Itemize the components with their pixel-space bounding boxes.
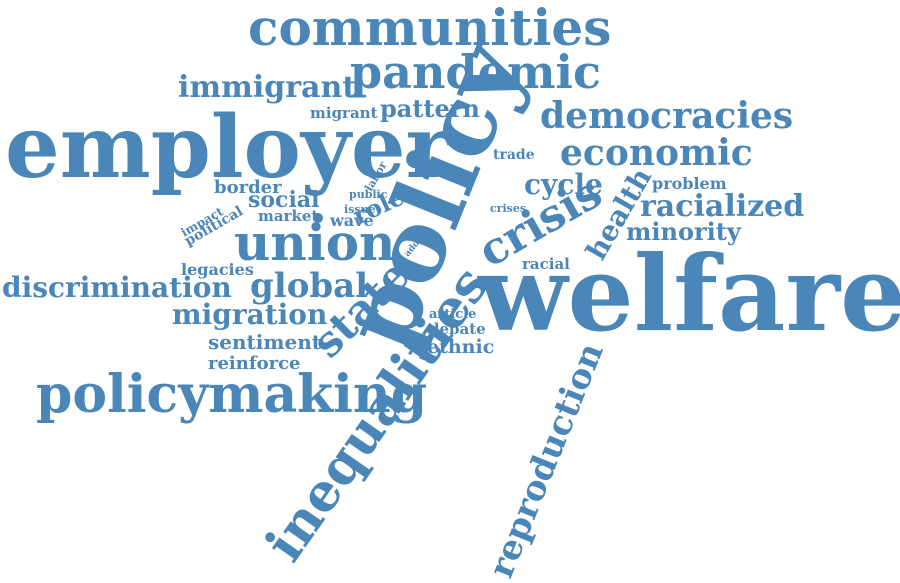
word-minority: minority bbox=[626, 217, 742, 246]
word-migrant: migrant bbox=[310, 104, 378, 122]
word-policymaking: policymaking bbox=[36, 364, 427, 425]
word-migration: migration bbox=[172, 298, 327, 331]
word-crises: crises bbox=[490, 202, 526, 215]
dot-mark bbox=[313, 213, 323, 223]
word-sentiment: sentiment bbox=[208, 330, 322, 354]
word-reinforce: reinforce bbox=[208, 353, 301, 374]
word-global: global bbox=[250, 266, 368, 306]
word-pandemic: pandemic bbox=[350, 45, 601, 99]
word-racial: racial bbox=[522, 255, 570, 273]
word-market: market bbox=[258, 207, 318, 225]
word-social: social bbox=[248, 187, 319, 213]
word-cycle: cycle bbox=[524, 168, 603, 201]
word-union: union bbox=[234, 213, 395, 272]
word-pattern: pattern bbox=[380, 94, 480, 123]
word-immigrant: immigrant bbox=[178, 70, 356, 105]
word-legacies: legacies bbox=[181, 260, 254, 279]
word-economic: economic bbox=[560, 132, 753, 174]
word-debate: debate bbox=[429, 320, 486, 338]
word-ethnic: ethnic bbox=[427, 336, 494, 358]
word-communities: communities bbox=[248, 0, 611, 57]
word-article: article bbox=[429, 307, 476, 322]
word-democracies: democracies bbox=[540, 95, 793, 137]
word-wave: wave bbox=[329, 211, 374, 230]
word-discrimination: discrimination bbox=[2, 271, 232, 304]
word-racialized: racialized bbox=[640, 189, 804, 224]
word-trade: trade bbox=[493, 147, 535, 163]
word-employer: employer bbox=[5, 97, 453, 198]
word-reproduction: reproduction bbox=[481, 337, 611, 583]
word-welfare: welfare bbox=[477, 232, 900, 355]
word-border: border bbox=[214, 177, 282, 198]
word-problem: problem bbox=[652, 174, 727, 193]
word-issue: issue bbox=[344, 203, 376, 216]
word-public: public bbox=[349, 188, 388, 201]
